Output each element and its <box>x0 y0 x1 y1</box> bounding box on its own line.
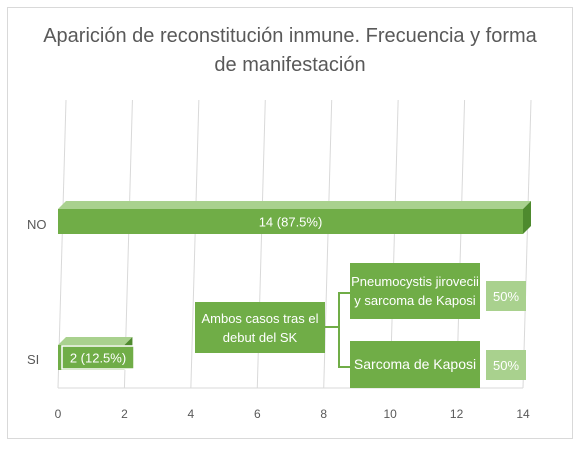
chart-title: Aparición de reconstitución inmune. Frec… <box>43 25 537 76</box>
bar-top-face <box>58 201 531 209</box>
x-tick-label: 8 <box>320 407 327 421</box>
annotation-branch-2-box: Sarcoma de Kaposi <box>350 341 480 388</box>
annotation-branch-1-percent: 50% <box>486 281 526 311</box>
gridline <box>522 99 532 389</box>
gridline <box>323 99 333 389</box>
x-tick-label: 10 <box>383 407 397 421</box>
annotation-root-box: Ambos casos tras el debut del SK <box>195 302 325 353</box>
data-label: 2 (12.5%) <box>70 351 126 366</box>
data-label: 14 (87.5%) <box>259 215 323 230</box>
bar-top-face <box>58 337 133 345</box>
category-label: NO <box>27 217 47 232</box>
annotation-connector <box>338 366 350 368</box>
gridline <box>190 99 200 389</box>
gridline <box>456 99 466 389</box>
annotation-connector <box>325 326 339 328</box>
annotation-connector <box>338 292 340 367</box>
annotation-branch-1-percent-text: 50% <box>492 288 520 304</box>
bar <box>58 209 523 234</box>
annotation-branch-1-text: Pneumocystis jirovecii y sarcoma de Kapo… <box>351 274 479 308</box>
category-label: SI <box>27 352 39 367</box>
gridlines <box>57 99 532 389</box>
bar-side-face <box>523 201 531 234</box>
x-tick-label: 12 <box>450 407 464 421</box>
annotation-branch-2-percent-text: 50% <box>492 357 520 373</box>
x-tick-label: 14 <box>516 407 530 421</box>
annotation-connector <box>338 292 350 294</box>
annotation-branch-2-text: Sarcoma de Kaposi <box>353 356 477 372</box>
gridline <box>389 99 399 389</box>
data-label-box <box>61 345 135 370</box>
annotation-root-text: Ambos casos tras el debut del SK <box>201 310 319 345</box>
labels: 0 2 4 6 8 10 12 14 NO 14 (87.5%) SI 2 (12.5%) <box>27 215 530 422</box>
x-tick-label: 2 <box>121 407 128 421</box>
annotation-branch-2-percent: 50% <box>486 350 526 380</box>
annotation-branch-1-box: Pneumocystis jirovecii y sarcoma de Kapo… <box>350 263 480 319</box>
gridline <box>57 99 67 389</box>
x-tick-label: 0 <box>55 407 62 421</box>
x-tick-label: 6 <box>254 407 261 421</box>
x-tick-label: 4 <box>188 407 195 421</box>
